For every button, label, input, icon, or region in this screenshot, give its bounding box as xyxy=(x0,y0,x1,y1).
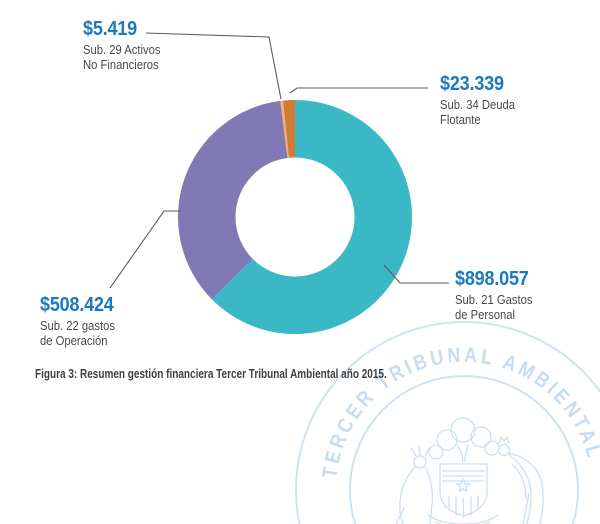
callout-value: $23.339 xyxy=(440,73,504,95)
emblem-base xyxy=(427,514,499,524)
watermark-emblem xyxy=(395,417,544,524)
callout-label-line2: No Financieros xyxy=(83,58,159,72)
callout-label-line1: Sub. 29 Activos xyxy=(83,43,161,57)
donut-slice-gastos-de-operacion xyxy=(178,100,288,300)
emblem-huemul xyxy=(395,445,434,524)
donut-chart xyxy=(178,100,413,335)
watermark-inner-ring xyxy=(349,375,579,524)
emblem-plumes xyxy=(428,417,500,463)
emblem-condor xyxy=(497,436,544,524)
callout-sub29-activos-no-financieros: $5.419 Sub. 29 Activos No Financieros xyxy=(83,19,161,73)
callout-sub21-gastos-de-personal: $898.057 Sub. 21 Gastos de Personal xyxy=(455,269,533,323)
callout-sub34-deuda-flotante: $23.339 Sub. 34 Deuda Flotante xyxy=(440,74,515,128)
callout-label-line2: de Personal xyxy=(455,308,516,322)
callout-value: $5.419 xyxy=(83,18,137,40)
leader-lines xyxy=(109,32,449,289)
watermark-outer-ring xyxy=(295,321,600,524)
callout-label-line1: Sub. 34 Deuda xyxy=(440,98,516,112)
watermark-rings xyxy=(295,321,600,524)
callout-label-line2: Flotante xyxy=(440,113,481,127)
callout-label: Sub. 21 Gastos de Personal xyxy=(455,293,533,323)
callout-label-line1: Sub. 22 gastos xyxy=(40,319,116,333)
leader-line-sub21 xyxy=(383,264,449,284)
callout-label: Sub. 29 Activos No Financieros xyxy=(83,43,161,73)
donut-slice-gastos-de-personal xyxy=(211,100,413,335)
leader-line-sub29 xyxy=(145,32,282,100)
donut-slice-activos-no-financieros xyxy=(280,100,289,158)
callout-value: $508.424 xyxy=(40,294,114,316)
figure-caption: Figura 3: Resumen gestión financiera Ter… xyxy=(35,367,387,381)
callout-value: $898.057 xyxy=(455,268,529,290)
callout-sub22-gastos-de-operacion: $508.424 Sub. 22 gastos de Operación xyxy=(40,295,115,349)
emblem-shield xyxy=(439,463,488,518)
emblem-star xyxy=(455,478,471,493)
callout-label: Sub. 34 Deuda Flotante xyxy=(440,98,515,128)
callout-label: Sub. 22 gastos de Operación xyxy=(40,319,115,349)
donut-slice-deuda-flotante xyxy=(283,100,295,158)
callout-label-line2: de Operación xyxy=(40,334,108,348)
callout-label-line1: Sub. 21 Gastos xyxy=(455,293,533,307)
leader-line-sub22 xyxy=(109,210,180,289)
leader-line-sub34 xyxy=(289,87,428,94)
